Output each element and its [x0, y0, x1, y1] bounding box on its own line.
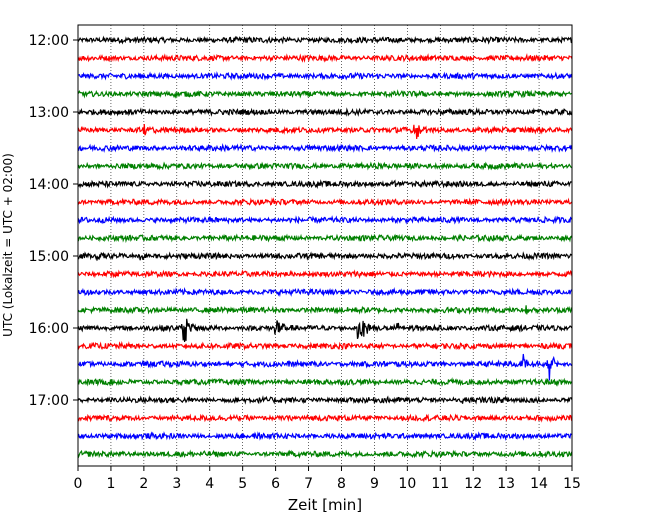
x-tick-label: 3 — [172, 476, 181, 492]
trace-line — [77, 89, 573, 99]
x-tick-label: 4 — [205, 476, 214, 492]
plot-frame — [77, 24, 573, 467]
trace-line — [77, 179, 573, 190]
x-tick-label: 12 — [464, 476, 482, 492]
trace-line — [77, 353, 573, 381]
x-axis-title: Zeit [min] — [288, 496, 362, 514]
trace-line — [77, 395, 573, 405]
x-tick-label: 6 — [271, 476, 280, 492]
trace-line — [77, 233, 573, 244]
seismogram-traces — [77, 35, 573, 459]
trace-line — [77, 413, 573, 423]
y-tick-label: 17:00 — [29, 393, 69, 409]
y-axis-title: UTC (Lokalzeit = UTC + 02:00) — [1, 153, 15, 337]
trace-line — [77, 35, 573, 45]
y-tick-label: 12:00 — [29, 33, 69, 49]
trace-line — [77, 269, 573, 279]
x-axis-ticks: 0 1 2 3 4 5 6 7 8 9 10 11 12 13 14 15 — [74, 466, 581, 492]
x-tick-label: 9 — [370, 476, 379, 492]
x-tick-label: 14 — [530, 476, 548, 492]
x-tick-label: 1 — [106, 476, 115, 492]
x-tick-label: 11 — [431, 476, 449, 492]
trace-line — [77, 286, 573, 298]
trace-line — [77, 197, 573, 207]
x-tick-label: 0 — [74, 476, 83, 492]
x-tick-label: 10 — [398, 476, 416, 492]
x-tick-label: 15 — [563, 476, 581, 492]
trace-line — [77, 53, 573, 63]
trace-line — [77, 318, 573, 343]
x-tick-label: 2 — [139, 476, 148, 492]
trace-line — [77, 123, 573, 140]
y-tick-label: 15:00 — [29, 249, 69, 265]
trace-line — [77, 143, 573, 153]
y-tick-label: 14:00 — [29, 177, 69, 193]
x-tick-label: 5 — [238, 476, 247, 492]
trace-line — [77, 215, 573, 225]
y-tick-label: 16:00 — [29, 321, 69, 337]
trace-line — [77, 449, 573, 459]
trace-line — [77, 340, 573, 351]
y-axis-ticks: 12:00 13:00 14:00 15:00 16:00 17:00 — [29, 33, 78, 409]
trace-line — [77, 251, 573, 262]
trace-line — [77, 305, 573, 316]
trace-line — [77, 431, 573, 442]
trace-line — [77, 161, 573, 171]
x-tick-label: 13 — [497, 476, 515, 492]
trace-line — [77, 107, 573, 117]
trace-line — [77, 377, 573, 387]
trace-line — [77, 71, 573, 81]
x-tick-label: 8 — [337, 476, 346, 492]
y-tick-label: 13:00 — [29, 105, 69, 121]
x-tick-label: 7 — [304, 476, 313, 492]
